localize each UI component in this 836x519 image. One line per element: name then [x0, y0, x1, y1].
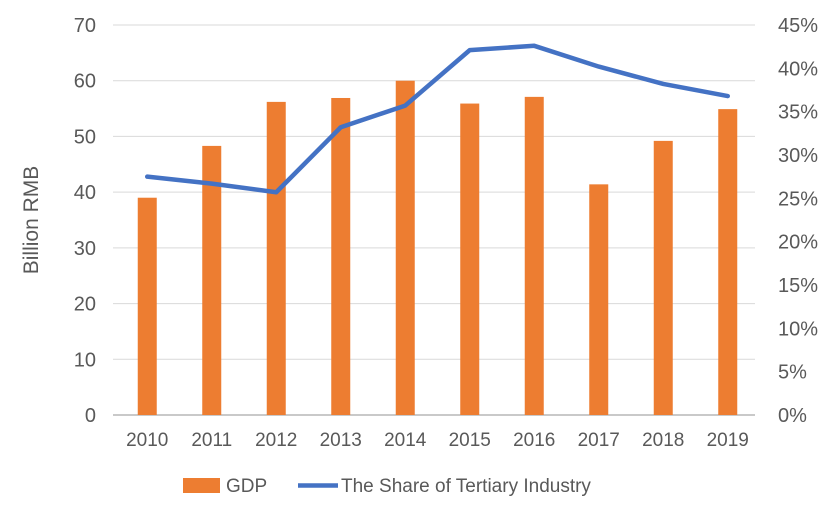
x-label-2015: 2015 — [449, 430, 491, 451]
left-tick-20: 20 — [74, 294, 96, 316]
bar-2014 — [395, 80, 415, 415]
share-legend-label: The Share of Tertiary Industry — [341, 476, 591, 497]
share-line — [145, 43, 730, 195]
bar-2016 — [524, 96, 544, 415]
x-label-2016: 2016 — [513, 430, 555, 451]
right-tick-10pct: 10% — [778, 318, 818, 340]
bar-2012 — [266, 101, 286, 415]
x-label-2013: 2013 — [320, 430, 362, 451]
right-tick-0pct: 0% — [778, 405, 807, 427]
left-tick-50: 50 — [74, 126, 96, 148]
bar-2018 — [653, 140, 673, 415]
left-tick-30: 30 — [74, 238, 96, 260]
left-tick-70: 70 — [74, 15, 96, 37]
share-line-group — [145, 43, 730, 195]
bar-2015 — [460, 103, 480, 416]
x-label-2019: 2019 — [707, 430, 749, 451]
left-axis-title: Billion RMB — [20, 166, 43, 275]
legend: GDP The Share of Tertiary Industry — [183, 476, 591, 497]
bar-2013 — [331, 97, 351, 415]
right-tick-5pct: 5% — [778, 362, 807, 384]
bar-2011 — [202, 145, 222, 415]
right-tick-20pct: 20% — [778, 232, 818, 254]
gdp-bars — [137, 80, 738, 416]
right-tick-25pct: 25% — [778, 188, 818, 210]
right-axis-ticks: 0% 5% 10% 15% 20% 25% 30% 35% 40% 45% — [778, 15, 818, 427]
left-tick-10: 10 — [74, 349, 96, 371]
left-axis-ticks: 0 10 20 30 40 50 60 70 — [74, 15, 96, 427]
bar-2019 — [718, 109, 738, 415]
x-axis-labels: 2010 2011 2012 2013 2014 2015 2016 2017 2018 2019 — [126, 430, 749, 451]
left-tick-40: 40 — [74, 182, 96, 204]
right-tick-40pct: 40% — [778, 58, 818, 80]
bar-2017 — [589, 184, 609, 415]
left-tick-0: 0 — [85, 405, 96, 427]
x-label-2014: 2014 — [384, 430, 427, 451]
x-label-2011: 2011 — [191, 430, 232, 451]
left-tick-60: 60 — [74, 71, 96, 93]
x-label-2010: 2010 — [126, 430, 168, 451]
right-tick-45pct: 45% — [778, 15, 818, 37]
x-label-2012: 2012 — [255, 430, 297, 451]
gdp-legend-label: GDP — [226, 476, 267, 497]
bar-2010 — [137, 197, 157, 415]
right-tick-15pct: 15% — [778, 275, 818, 297]
gdp-legend-swatch — [183, 478, 220, 493]
right-tick-35pct: 35% — [778, 102, 818, 124]
right-tick-30pct: 30% — [778, 145, 818, 167]
x-label-2018: 2018 — [642, 430, 684, 451]
x-label-2017: 2017 — [578, 430, 620, 451]
